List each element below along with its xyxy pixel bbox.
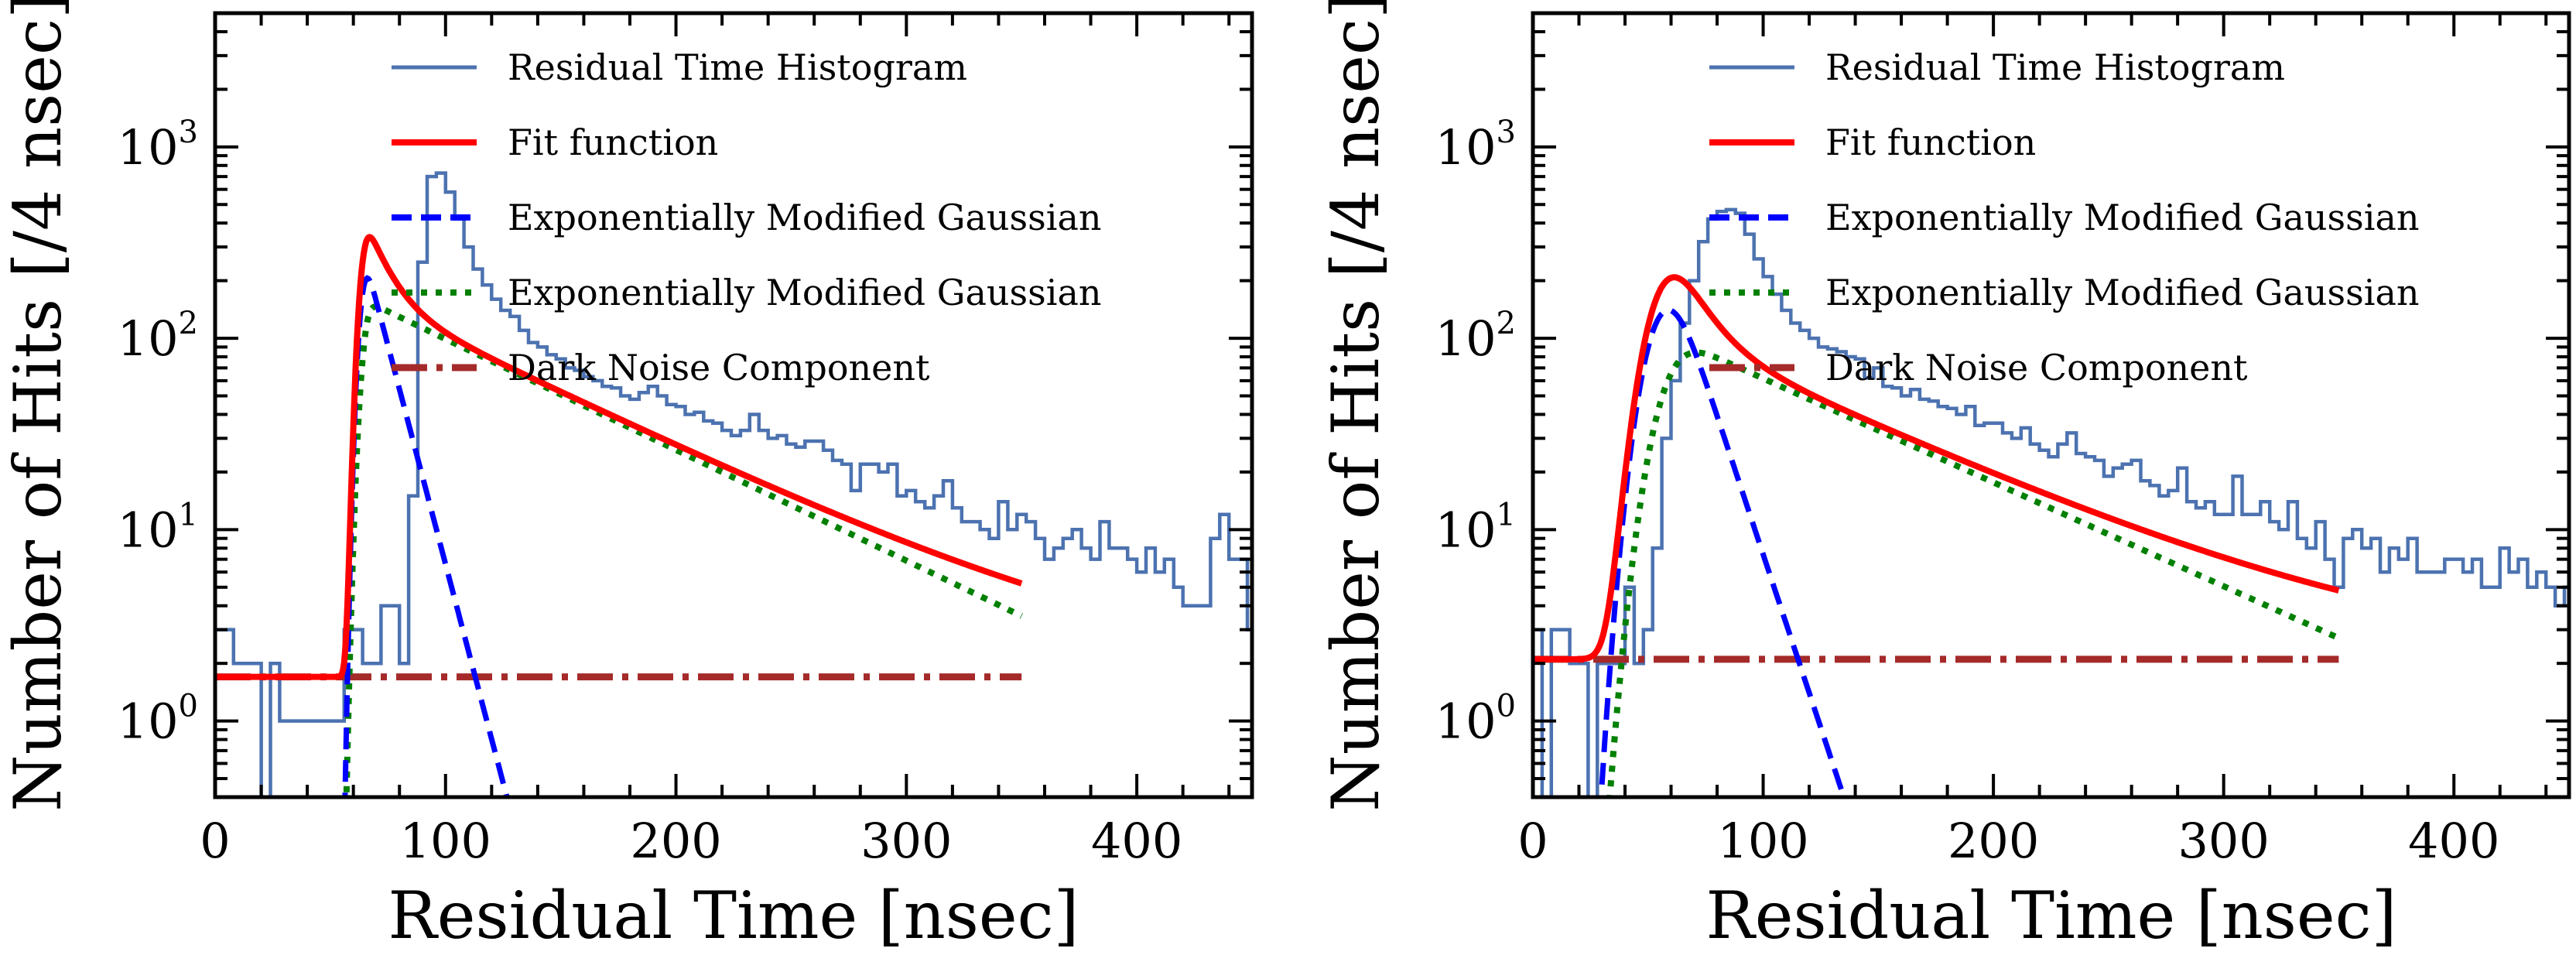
legend-label: Residual Time Histogram: [508, 46, 967, 88]
right-y-tick-label: 100: [1435, 689, 1516, 750]
left-y-tick-label: 101: [118, 497, 198, 558]
left-legend: Residual Time Histogram Fit function Expon…: [392, 46, 1102, 389]
legend-label: Residual Time Histogram: [1825, 46, 2285, 88]
right-x-tick-label: 200: [1948, 813, 2039, 869]
right-legend-item-emg2: Exponentially Modified Gaussian: [1709, 272, 2420, 313]
left-x-tick-label: 200: [630, 813, 721, 869]
legend-label: Fit function: [508, 122, 718, 163]
right-legend: Residual Time Histogram Fit function Expon…: [1709, 46, 2420, 389]
y-tick-exponent: 0: [1497, 689, 1516, 724]
left-fit-series: [215, 234, 1023, 680]
right-legend-item-emg1: Exponentially Modified Gaussian: [1709, 197, 2420, 238]
right-x-tick-label: 0: [1517, 813, 1548, 869]
y-tick-base: 10: [1435, 119, 1497, 176]
right-x-tick-label: 100: [1717, 813, 1808, 869]
right-x-tick-label: 300: [2177, 813, 2269, 869]
left-legend-item-hist: Residual Time Histogram: [392, 46, 967, 88]
y-tick-exponent: 1: [179, 497, 198, 532]
left-y-tick-label: 100: [118, 689, 198, 750]
right-y-tick-label: 101: [1435, 497, 1516, 558]
left-legend-item-emg1: Exponentially Modified Gaussian: [392, 197, 1102, 238]
right-x-axis-title: Residual Time [nsec]: [1706, 878, 2397, 953]
left-legend-item-emg2: Exponentially Modified Gaussian: [392, 272, 1102, 313]
left-y-tick-label: 103: [118, 115, 198, 176]
legend-label: Exponentially Modified Gaussian: [1825, 272, 2420, 313]
left-histogram-series: [215, 171, 1252, 797]
y-tick-base: 10: [1435, 501, 1497, 558]
left-y-tick-label: 102: [118, 306, 198, 367]
y-tick-base: 10: [1435, 693, 1497, 750]
left-y-axis-title: Number of Hits [/4 nsec]: [0, 0, 76, 812]
left-x-axis-title: Residual Time [nsec]: [388, 878, 1079, 953]
y-tick-exponent: 3: [1497, 115, 1516, 150]
y-tick-exponent: 2: [1497, 306, 1516, 341]
right-legend-item-fit: Fit function: [1709, 122, 2036, 163]
y-tick-exponent: 0: [179, 689, 198, 724]
right-histogram-series: [1533, 207, 2569, 797]
right-legend-item-hist: Residual Time Histogram: [1709, 46, 2285, 88]
left-axes-frame: [213, 11, 1254, 799]
left-legend-item-dark: Dark Noise Component: [392, 347, 930, 389]
y-tick-base: 10: [118, 693, 179, 750]
left-series-group: [215, 171, 1252, 797]
y-tick-base: 10: [118, 310, 179, 367]
right-y-tick-label: 103: [1435, 115, 1516, 176]
left-legend-item-fit: Fit function: [392, 122, 718, 163]
left-x-tick-label: 0: [200, 813, 230, 869]
legend-label: Exponentially Modified Gaussian: [508, 272, 1102, 313]
left-x-tick-label: 100: [400, 813, 491, 869]
right-series-group: [1533, 207, 2569, 797]
y-tick-exponent: 1: [1497, 497, 1516, 532]
y-tick-base: 10: [1435, 310, 1497, 367]
right-y-tick-label: 102: [1435, 306, 1516, 367]
legend-label: Exponentially Modified Gaussian: [508, 197, 1102, 238]
y-tick-base: 10: [118, 501, 179, 558]
left-x-tick-label: 300: [860, 813, 952, 869]
right-legend-item-dark: Dark Noise Component: [1709, 347, 2248, 389]
y-tick-base: 10: [118, 119, 179, 176]
right-fit-series: [1533, 274, 2340, 662]
y-tick-exponent: 2: [179, 306, 198, 341]
legend-label: Dark Noise Component: [508, 347, 930, 389]
left-x-tick-label: 400: [1091, 813, 1182, 869]
legend-label: Dark Noise Component: [1825, 347, 2248, 389]
right-axes-frame: [1531, 11, 2571, 799]
y-tick-exponent: 3: [179, 115, 198, 150]
right-y-axis-title: Number of Hits [/4 nsec]: [1318, 0, 1394, 812]
legend-label: Exponentially Modified Gaussian: [1825, 197, 2420, 238]
legend-label: Fit function: [1825, 122, 2036, 163]
right-x-tick-label: 400: [2408, 813, 2499, 869]
